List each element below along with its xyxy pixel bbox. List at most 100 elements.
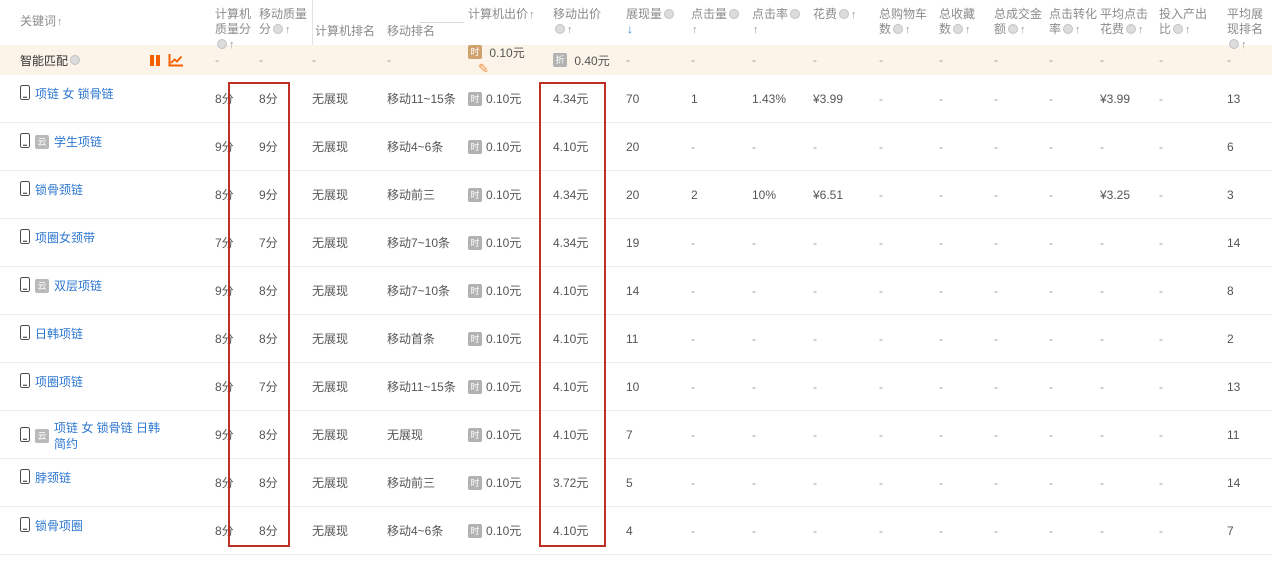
cell-mobile_bid[interactable]: 4.34元 <box>545 186 610 203</box>
cell-value: - <box>813 331 817 346</box>
sort-asc-icon[interactable]: ↑ <box>285 24 291 36</box>
cell-pc_bid[interactable]: 时 0.10元 <box>465 378 545 395</box>
cell-cvr: - <box>1045 140 1100 154</box>
sort-asc-icon[interactable]: ↑ <box>529 9 535 21</box>
edit-pencil-icon[interactable]: ✎ <box>478 60 489 76</box>
header-clicks[interactable]: 点击量 ↑ <box>675 0 740 45</box>
cell-value: 移动4~6条 <box>387 140 444 154</box>
header-pc_bid[interactable]: 计算机出价↑ <box>465 0 545 45</box>
cell-pc_quality: 8分 <box>195 330 255 347</box>
header-roi[interactable]: 投入产出比 ↑ <box>1155 0 1210 45</box>
cell-mobile_bid[interactable]: 4.10元 <box>545 138 610 155</box>
cell-mobile_bid[interactable]: 4.10元 <box>545 330 610 347</box>
cell-value: - <box>813 379 817 394</box>
header-mobile_bid[interactable]: 移动出价 ↑ <box>545 0 610 45</box>
header-label: 花费 <box>813 7 838 21</box>
keyword-link[interactable]: 项圈女颈带 <box>35 231 96 245</box>
pause-icon[interactable] <box>150 54 162 66</box>
cell-mobile_bid[interactable]: 4.10元 <box>545 426 610 443</box>
cell-pc_bid[interactable]: 时 0.10元 <box>465 234 545 251</box>
sort-asc-icon[interactable]: ↑ <box>1185 24 1191 36</box>
bid-badge-icon: 时 <box>468 91 482 106</box>
sort-asc-icon[interactable]: ↑ <box>1241 39 1247 51</box>
cell-value: - <box>1049 523 1053 538</box>
cell-value: 无展现 <box>312 284 349 298</box>
cell-mobile_bid[interactable]: 4.10元 <box>545 282 610 299</box>
cell-mobile_bid[interactable]: 4.10元 <box>545 378 610 395</box>
keyword-link[interactable]: 学生项链 <box>54 135 103 149</box>
header-keyword[interactable]: 关键词↑ <box>0 0 195 45</box>
cell-pc_bid[interactable]: 时 0.10元 <box>465 474 545 491</box>
header-ctr[interactable]: 点击率 ↑ <box>740 0 805 45</box>
cell-pc_bid[interactable]: 时 0.10元 <box>465 330 545 347</box>
keyword-link[interactable]: 双层项链 <box>54 279 103 293</box>
cell-mobile_bid[interactable]: 3.72元 <box>545 474 610 491</box>
keyword-link[interactable]: 项圈项链 <box>35 375 84 389</box>
sort-desc-icon[interactable]: ↓ <box>627 22 633 36</box>
sort-asc-icon[interactable]: ↑ <box>753 24 759 36</box>
header-fav_total[interactable]: 总收藏数 ↑ <box>930 0 985 45</box>
keyword-link[interactable]: 锁骨项圈 <box>35 519 84 533</box>
trend-chart-icon[interactable] <box>168 53 183 67</box>
cell-pc_bid[interactable]: 时 0.10元 <box>465 90 545 107</box>
cell-cvr: - <box>1045 428 1100 442</box>
cell-pc_bid[interactable]: 时 0.10元 <box>465 186 545 203</box>
cell-ctr: - <box>740 380 805 394</box>
cell-pc_quality: 9分 <box>195 282 255 299</box>
header-avg_cpc[interactable]: 平均点击花费 ↑ <box>1100 0 1155 45</box>
header-impressions[interactable]: 展现量↓ <box>610 0 675 45</box>
header-label: 点击转化率 <box>1049 7 1098 36</box>
cell-value: - <box>994 235 998 250</box>
cell-mobile-bid[interactable]: 折 0.40元 <box>545 52 610 69</box>
sort-asc-icon[interactable]: ↑ <box>1075 24 1081 36</box>
cell-mobile_bid[interactable]: 4.10元 <box>545 522 610 539</box>
header-pc_rank[interactable]: 计算机排名 <box>312 0 387 45</box>
keyword-link[interactable]: 锁骨颈链 <box>35 183 84 197</box>
cell-roi: - <box>1155 428 1210 442</box>
keyword-link[interactable]: 日韩项链 <box>35 327 84 341</box>
cell-pc_bid[interactable]: 时 0.10元 <box>465 282 545 299</box>
sort-asc-icon[interactable]: ↑ <box>229 39 235 51</box>
cell-pc_bid[interactable]: 时 0.10元 <box>465 138 545 155</box>
cell-cart-total: - <box>879 53 883 67</box>
header-gmv_total[interactable]: 总成交金额 ↑ <box>985 0 1045 45</box>
cell-mobile_bid[interactable]: 4.34元 <box>545 90 610 107</box>
keyword-link[interactable]: 项链 女 锁骨链 日韩 简约 <box>54 421 161 451</box>
cell-pc_quality: 8分 <box>195 522 255 539</box>
header-cart_total[interactable]: 总购物车数 ↑ <box>865 0 930 45</box>
cell-value: 8 <box>1227 283 1234 298</box>
header-cvr[interactable]: 点击转化率 ↑ <box>1045 0 1100 45</box>
header-avg_rank[interactable]: 平均展现排名 ↑ <box>1210 0 1272 51</box>
header-pc_quality[interactable]: 计算机质量分 ↑ <box>195 0 255 51</box>
sort-asc-icon[interactable]: ↑ <box>965 24 971 36</box>
cell-value: 8分 <box>215 92 234 106</box>
cell-value: 14 <box>1227 475 1241 490</box>
cell-gmv_total: - <box>985 524 1045 538</box>
header-mobile_rank[interactable]: 移动排名 <box>387 0 465 45</box>
sort-asc-icon[interactable]: ↑ <box>851 9 857 21</box>
sort-asc-icon[interactable]: ↑ <box>692 24 698 36</box>
cell-fav_total: - <box>930 428 985 442</box>
cell-value: - <box>1049 427 1053 442</box>
cell-pc_bid[interactable]: 时 0.10元 <box>465 522 545 539</box>
cell-cvr: - <box>1049 53 1053 67</box>
cell-gmv-total: - <box>994 53 998 67</box>
cell-pc-bid[interactable]: 时 0.10元 ✎ <box>465 44 545 77</box>
cell-cost: - <box>805 428 865 442</box>
cell-keyword: 锁骨颈链 <box>0 171 195 200</box>
cell-mobile-rank: - <box>387 53 391 67</box>
cell-value: - <box>939 235 943 250</box>
sort-asc-icon[interactable]: ↑ <box>1020 24 1026 36</box>
header-cost[interactable]: 花费 ↑ <box>805 0 865 45</box>
sort-asc-icon[interactable]: ↑ <box>905 24 911 36</box>
sort-asc-icon[interactable]: ↑ <box>57 16 63 28</box>
cell-pc_bid[interactable]: 时 0.10元 <box>465 426 545 443</box>
cell-mobile_bid[interactable]: 4.34元 <box>545 234 610 251</box>
keyword-link[interactable]: 项链 女 锁骨链 <box>35 87 114 101</box>
sort-asc-icon[interactable]: ↑ <box>1138 24 1144 36</box>
cell-value: 无展现 <box>312 140 349 154</box>
sort-asc-icon[interactable]: ↑ <box>567 24 573 36</box>
header-mobile_quality[interactable]: 移动质量分 ↑ <box>255 0 312 45</box>
cell-value: 13 <box>1227 91 1241 106</box>
keyword-link[interactable]: 脖颈链 <box>35 471 72 485</box>
